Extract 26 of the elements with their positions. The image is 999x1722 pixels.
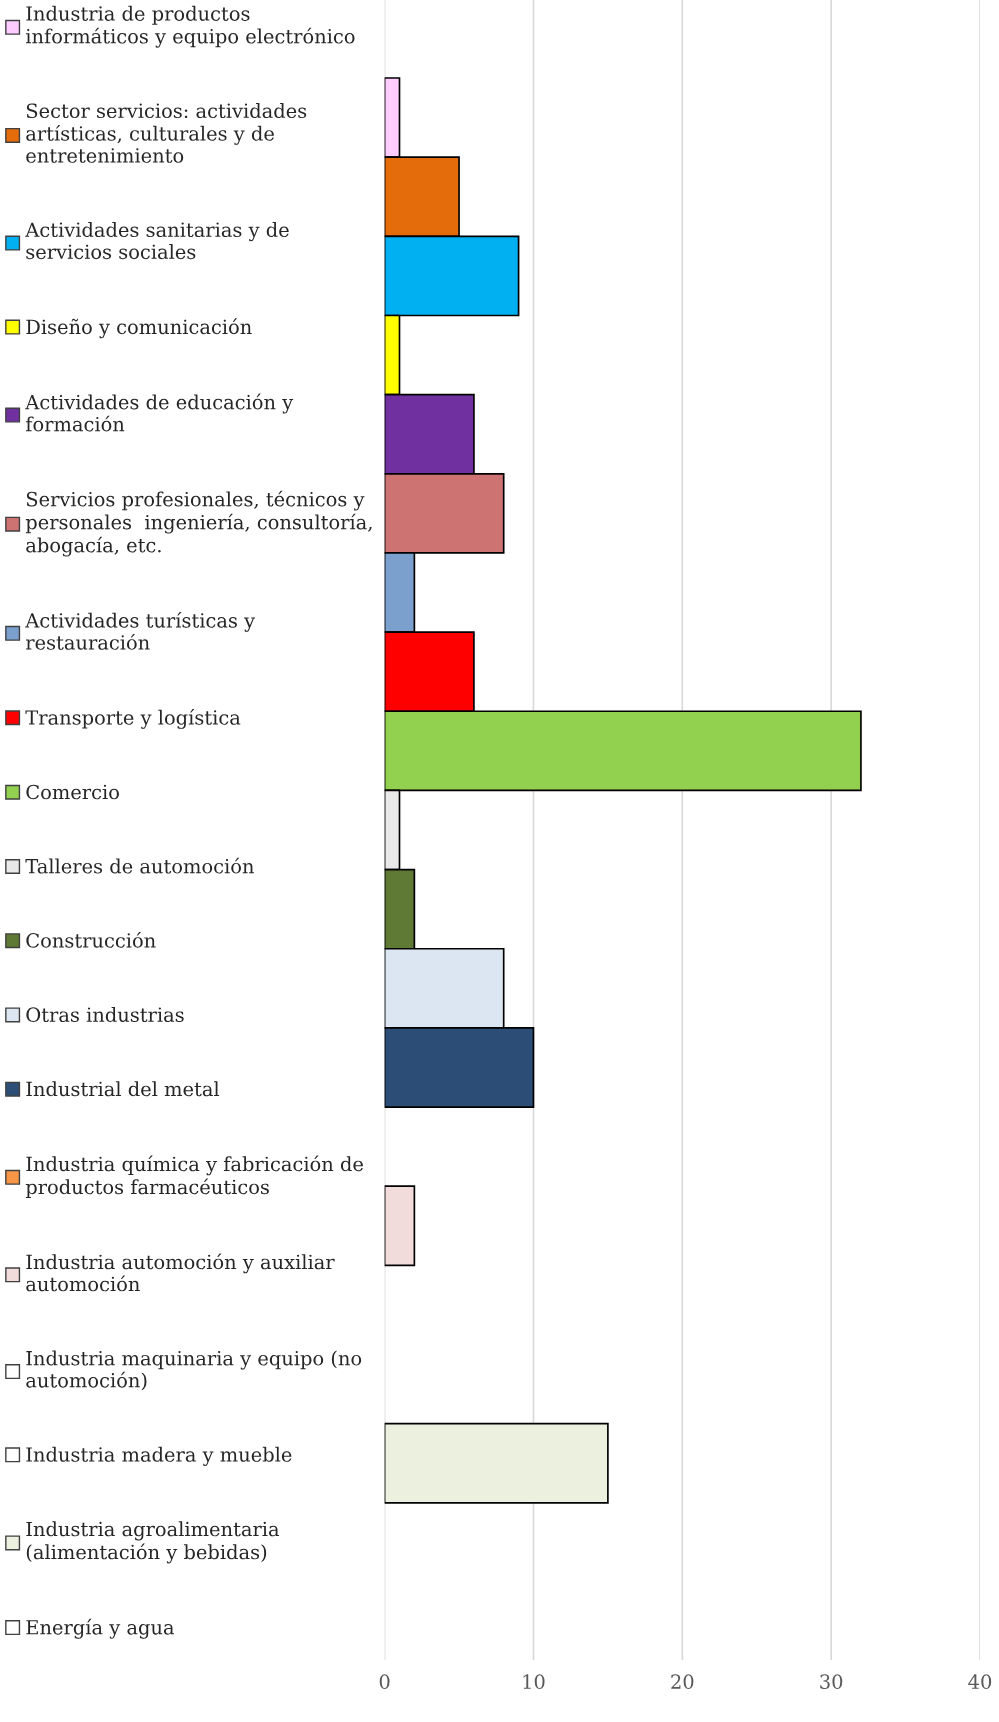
x-tick-label: 40 (968, 1674, 992, 1689)
legend-label: Industria química y fabricación de productos farmacéuticos (25, 1155, 363, 1199)
legend-label: Industria maquinaria y equipo (no automoción) (26, 1350, 362, 1391)
legend-label: Industria automoción y auxiliar automoción (26, 1253, 335, 1292)
legend-label: Diseño y comunicación (26, 318, 252, 339)
legend-label: Talleres de automoción (25, 857, 254, 874)
legend-label: Industrial del metal (26, 1081, 220, 1097)
legend-label: Industria madera y mueble (26, 1446, 292, 1466)
legend-label: Servicios profesionales, técnicos y personales ingeniería, consultoría, abogacía, etc. (25, 490, 372, 557)
legend-label: Actividades sanitarias y de servicios sociales (25, 222, 289, 260)
legend-label: Transporte y logística (25, 709, 241, 729)
legend-label: Industria de productos informáticos y equipo electrónico (25, 5, 355, 48)
legend-label: Sector servicios: actividades artísticas, culturales y de entretenimiento (26, 103, 307, 163)
legend-label: Construcción (26, 931, 156, 948)
legend-label: Energía y agua (26, 1618, 175, 1639)
legend-label: Industria agroalimentaria (alimentación y bebidas) (26, 1521, 280, 1564)
legend-label: Actividades de educación y formación (25, 393, 294, 432)
bar (384, 1185, 416, 1267)
legend-label: Otras industrias (26, 1007, 184, 1023)
x-tick-label: 30 (820, 1674, 843, 1689)
legend-label: Comercio (26, 784, 119, 800)
x-tick-label: 0 (379, 1674, 390, 1689)
x-tick-label: 10 (523, 1674, 545, 1689)
x-tick-label: 20 (671, 1674, 694, 1689)
bar (384, 1422, 609, 1504)
legend-label: Actividades turísticas y restauración (25, 611, 256, 650)
